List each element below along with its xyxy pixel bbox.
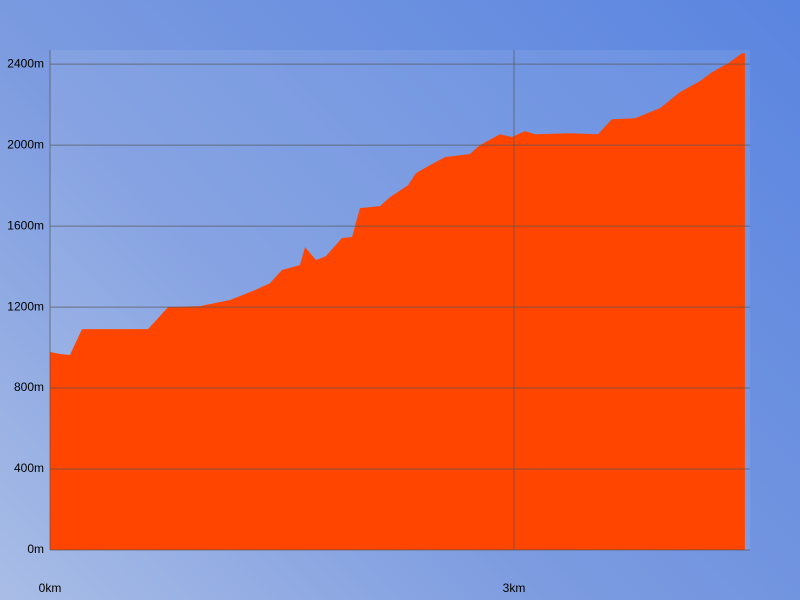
y-tick-label: 0m bbox=[27, 542, 44, 556]
y-tick-label: 400m bbox=[14, 461, 44, 475]
x-tick-label: 3km bbox=[503, 581, 526, 595]
y-tick-label: 1200m bbox=[7, 299, 44, 313]
y-tick-label: 800m bbox=[14, 380, 44, 394]
x-tick-label: 0km bbox=[39, 581, 62, 595]
y-tick-label: 1600m bbox=[7, 218, 44, 232]
elevation-area bbox=[50, 53, 745, 551]
y-tick-label: 2000m bbox=[7, 137, 44, 151]
y-tick-label: 2400m bbox=[7, 56, 44, 70]
